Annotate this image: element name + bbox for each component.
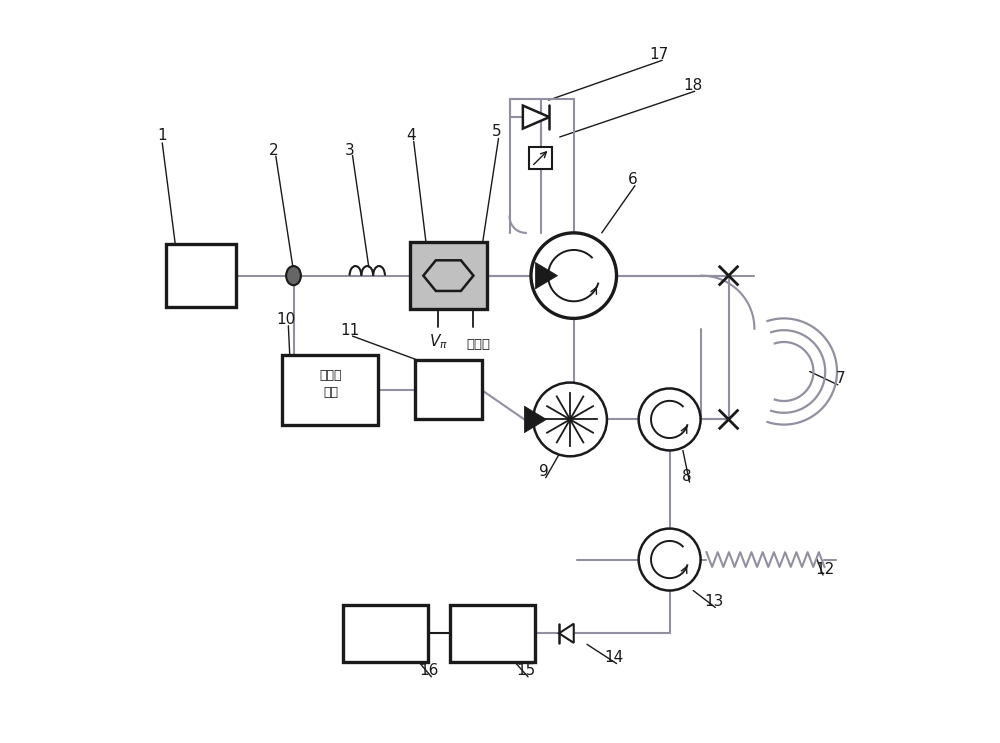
Text: 1: 1	[157, 128, 167, 143]
Polygon shape	[523, 106, 549, 129]
Ellipse shape	[286, 266, 301, 285]
Bar	[166, 244, 236, 307]
Bar	[450, 605, 535, 662]
Bar	[415, 360, 482, 420]
Text: 15: 15	[516, 663, 535, 678]
Bar	[410, 242, 487, 309]
Circle shape	[639, 528, 701, 591]
Text: 10: 10	[277, 312, 296, 328]
Text: 6: 6	[628, 172, 638, 187]
Text: 3: 3	[345, 143, 354, 158]
Polygon shape	[524, 406, 546, 432]
Circle shape	[533, 383, 607, 456]
Text: 12: 12	[815, 562, 834, 577]
Text: 14: 14	[605, 650, 624, 665]
Circle shape	[531, 233, 617, 319]
Text: $V_\pi$: $V_\pi$	[429, 332, 448, 351]
Polygon shape	[535, 262, 558, 289]
Text: 16: 16	[420, 663, 439, 678]
Polygon shape	[559, 623, 574, 643]
Text: 微波源: 微波源	[466, 338, 490, 351]
Text: 脉冲发
生器: 脉冲发 生器	[319, 369, 342, 399]
Bar	[529, 146, 552, 169]
Text: 18: 18	[684, 78, 703, 93]
Text: 13: 13	[704, 594, 724, 609]
Text: 4: 4	[407, 128, 416, 143]
Circle shape	[639, 389, 701, 450]
Text: 2: 2	[269, 143, 278, 158]
Polygon shape	[423, 260, 473, 291]
Text: 11: 11	[340, 322, 359, 338]
Text: 9: 9	[539, 464, 548, 479]
Bar	[343, 605, 428, 662]
Bar	[282, 355, 378, 425]
Text: 5: 5	[492, 124, 501, 140]
Text: 7: 7	[836, 372, 846, 386]
Text: 17: 17	[650, 47, 669, 62]
Text: 8: 8	[682, 469, 692, 484]
